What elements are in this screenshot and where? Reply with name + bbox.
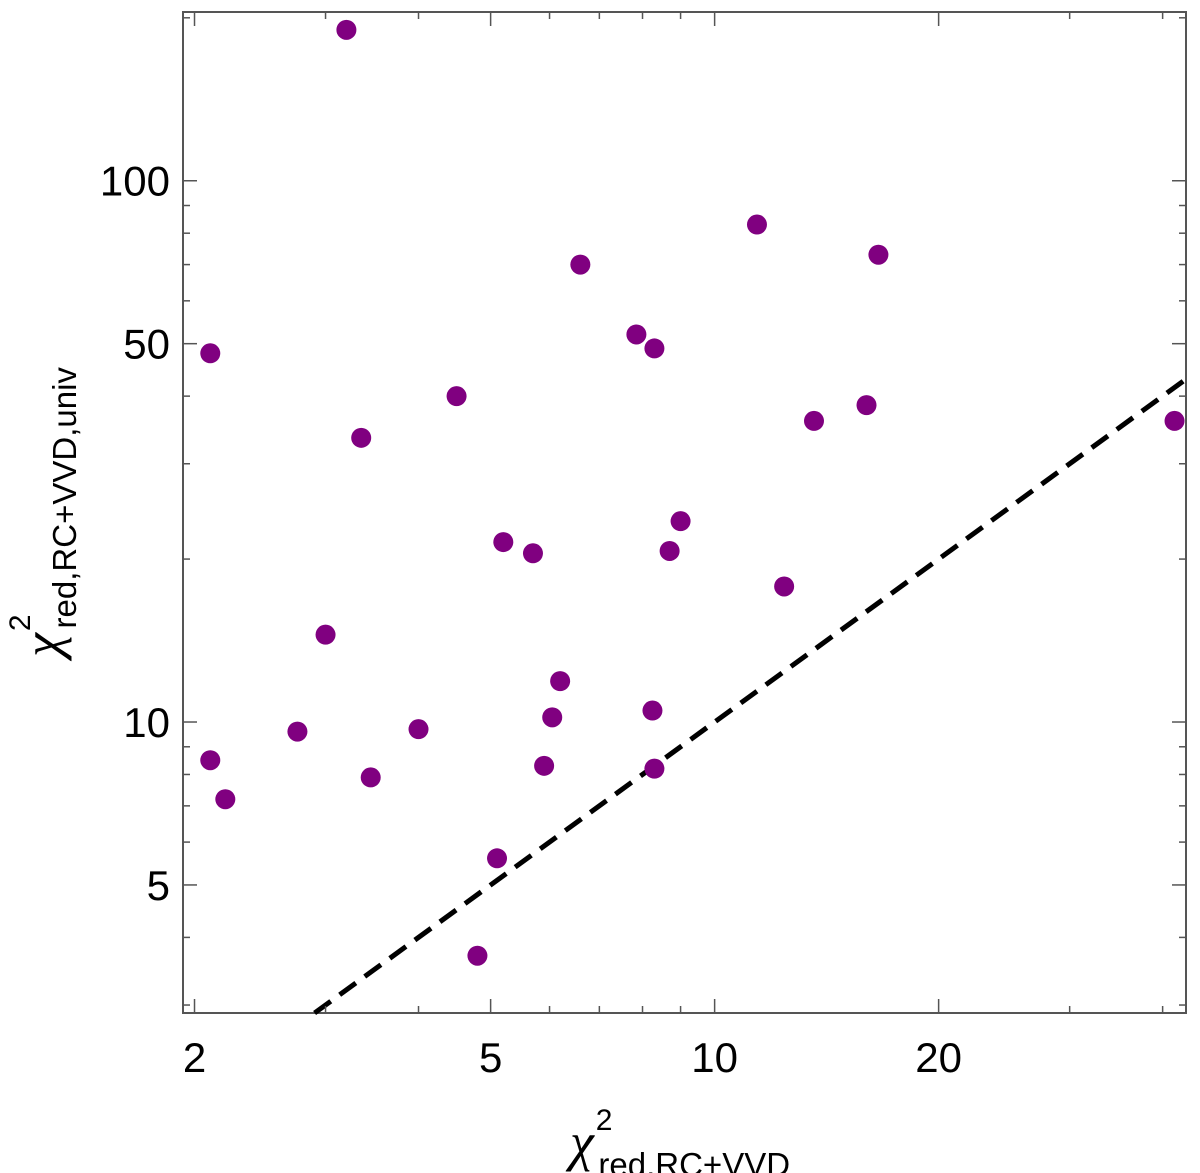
data-point [774, 576, 795, 597]
data-point [200, 750, 221, 771]
data-point [408, 719, 429, 740]
y-tick-label: 50 [123, 321, 170, 368]
x-axis-label-sub: red,RC+VVD [598, 1146, 790, 1173]
y-tick-label: 10 [123, 699, 170, 746]
x-axis-label-sup: 2 [596, 1104, 613, 1137]
points-group [200, 19, 1185, 966]
data-point [856, 395, 877, 416]
data-point [215, 789, 236, 810]
data-point [487, 848, 508, 869]
x-tick-label: 20 [915, 1034, 962, 1081]
data-point [570, 254, 591, 275]
data-point [642, 700, 663, 721]
x-ticks-group: 2 5 10 20 [183, 12, 1164, 1081]
data-point [446, 386, 467, 407]
data-point [644, 338, 665, 359]
x-axis-label-main: χ [565, 1112, 595, 1172]
data-point [803, 410, 824, 431]
x-axis-label: χ2 red,RC+VVD [565, 1104, 790, 1173]
data-point [287, 721, 308, 742]
data-point [1164, 410, 1185, 431]
data-point [360, 767, 381, 788]
data-point [670, 511, 691, 532]
x-tick-label: 10 [691, 1034, 738, 1081]
data-point [351, 427, 372, 448]
data-point [336, 19, 357, 40]
data-point [659, 540, 680, 561]
data-point [644, 758, 665, 779]
data-point [467, 945, 488, 966]
x-tick-label: 2 [183, 1034, 206, 1081]
reference-line-group [313, 377, 1188, 1016]
y-tick-label: 5 [147, 862, 170, 909]
y-axis-label: χ2 red,RC+VVD,univ [4, 367, 83, 662]
data-point [626, 324, 647, 345]
data-point [746, 214, 767, 235]
data-point [493, 532, 514, 553]
y-tick-label: 100 [100, 158, 170, 205]
data-point [868, 244, 889, 265]
data-point [542, 707, 563, 728]
y-axis-label-sub: red,RC+VVD,univ [46, 367, 83, 629]
y-axis-label-main: χ [12, 632, 72, 662]
y-axis-label-sup: 2 [4, 614, 37, 631]
data-point [200, 343, 221, 364]
plot-frame [182, 11, 1187, 1014]
reference-line [313, 377, 1188, 1016]
data-point [550, 671, 571, 692]
x-tick-label: 5 [479, 1034, 502, 1081]
data-point [534, 755, 555, 776]
data-point [522, 543, 543, 564]
data-point [315, 624, 336, 645]
y-ticks-group: 5 10 50 100 [100, 17, 1186, 1006]
